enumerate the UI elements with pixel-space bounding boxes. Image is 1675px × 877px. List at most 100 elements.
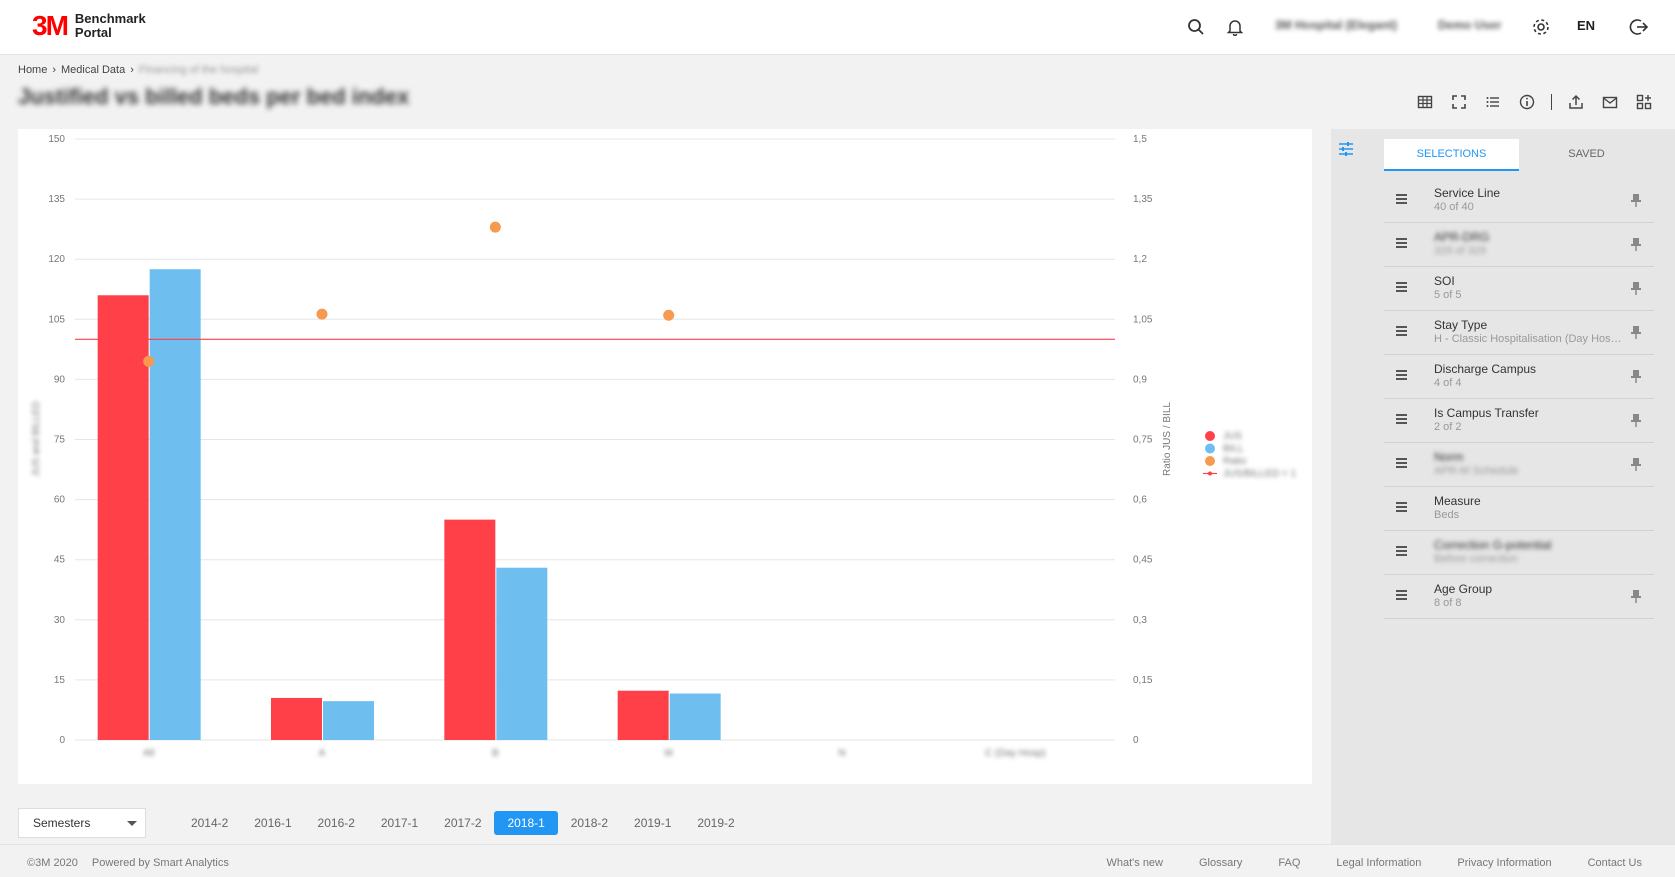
drag-handle-icon[interactable] xyxy=(1396,194,1408,206)
period-tab[interactable]: 2016-1 xyxy=(254,816,292,830)
drag-handle-icon[interactable] xyxy=(1396,282,1408,294)
granularity-dropdown[interactable]: Semesters xyxy=(18,808,146,838)
period-tab[interactable]: 2017-2 xyxy=(444,816,482,830)
pin-icon[interactable] xyxy=(1630,281,1642,300)
selection-item[interactable]: Is Campus Transfer 2 of 2 xyxy=(1384,399,1654,443)
tab-selections[interactable]: SELECTIONS xyxy=(1384,139,1519,171)
selection-name: Norm xyxy=(1434,450,1464,464)
y-left-tick-label: 15 xyxy=(54,675,66,686)
y-left-axis-label: JUS and BILLED xyxy=(31,401,42,477)
chevron-down-icon xyxy=(127,821,137,826)
pin-icon[interactable] xyxy=(1630,193,1642,212)
gear-icon[interactable] xyxy=(1530,16,1552,38)
table-view-icon[interactable] xyxy=(1415,92,1435,112)
selection-item[interactable]: Measure Beds xyxy=(1384,487,1654,531)
y-left-tick-label: 120 xyxy=(48,254,65,265)
dashboard-add-icon[interactable] xyxy=(1634,92,1654,112)
period-tab[interactable]: 2014-2 xyxy=(190,816,229,830)
period-tabs: 2014-2 2016-1 2016-2 2017-1 2017-2 2018-1 2018… xyxy=(178,811,748,835)
selection-name: Measure xyxy=(1434,494,1481,508)
logout-icon[interactable] xyxy=(1628,16,1650,38)
x-tick-label: M xyxy=(664,748,672,759)
period-tab[interactable]: 2018-2 xyxy=(570,816,609,830)
drag-handle-icon[interactable] xyxy=(1396,590,1408,602)
breadcrumb-home[interactable]: Home xyxy=(18,64,48,76)
drag-handle-icon[interactable] xyxy=(1396,238,1408,250)
period-tab[interactable]: 2017-1 xyxy=(380,816,419,830)
drag-handle-icon[interactable] xyxy=(1396,458,1408,470)
pin-icon[interactable] xyxy=(1630,325,1642,344)
pin-icon[interactable] xyxy=(1630,589,1642,608)
drag-handle-icon[interactable] xyxy=(1396,326,1408,338)
footer-link[interactable]: FAQ xyxy=(1278,857,1301,869)
logo[interactable]: 3M Benchmark Portal xyxy=(32,12,146,40)
legend-label: JUS xyxy=(1223,431,1242,442)
selection-item[interactable]: Norm APR-M Schedule xyxy=(1384,443,1654,487)
filter-sliders-icon[interactable] xyxy=(1338,141,1354,162)
selection-item[interactable]: APR-DRG 329 of 329 xyxy=(1384,223,1654,267)
mail-icon[interactable] xyxy=(1600,92,1620,112)
breadcrumb: Home › Medical Data › Financing of the h… xyxy=(18,64,259,76)
list-icon[interactable] xyxy=(1483,92,1503,112)
selection-value: H - Classic Hospitalisation (Day Hospita… xyxy=(1434,333,1624,345)
pin-icon[interactable] xyxy=(1630,413,1642,432)
y-right-tick-label: 0,15 xyxy=(1133,675,1153,686)
selection-item[interactable]: Correction G-potential Before correction xyxy=(1384,531,1654,575)
breadcrumb-current: Financing of the hospital xyxy=(138,64,259,76)
y-left-tick-label: 45 xyxy=(54,555,66,566)
info-icon[interactable] xyxy=(1517,92,1537,112)
logo-mark: 3M xyxy=(32,10,69,41)
hospital-selector[interactable]: 3M Hospital (Elegant) xyxy=(1275,18,1398,32)
footer-link[interactable]: Privacy Information xyxy=(1457,857,1552,869)
pin-icon[interactable] xyxy=(1630,369,1642,388)
period-tab[interactable]: 2016-2 xyxy=(317,816,355,830)
bar-bill xyxy=(149,269,201,740)
selection-name: Correction G-potential xyxy=(1434,538,1552,552)
selection-value: 5 of 5 xyxy=(1434,289,1462,301)
selection-item[interactable]: SOI 5 of 5 xyxy=(1384,267,1654,311)
y-left-tick-label: 75 xyxy=(54,435,66,446)
y-right-tick-label: 0,75 xyxy=(1133,435,1153,446)
pin-icon[interactable] xyxy=(1630,457,1642,476)
search-icon[interactable] xyxy=(1185,16,1207,38)
y-right-tick-label: 0,3 xyxy=(1133,615,1147,626)
period-tab[interactable]: 2019-1 xyxy=(634,816,672,830)
footer-link[interactable]: Glossary xyxy=(1199,857,1243,869)
period-tab[interactable]: 2018-1 xyxy=(494,811,558,835)
selection-name: Is Campus Transfer xyxy=(1434,406,1539,420)
breadcrumb-medical-data[interactable]: Medical Data xyxy=(61,64,126,76)
bar-jus xyxy=(617,690,669,740)
legend-marker xyxy=(1205,443,1215,454)
bar-bill xyxy=(496,567,548,740)
drag-handle-icon[interactable] xyxy=(1396,414,1408,426)
legend-marker xyxy=(1205,456,1215,466)
drag-handle-icon[interactable] xyxy=(1396,546,1408,558)
drag-handle-icon[interactable] xyxy=(1396,370,1408,382)
y-left-tick-label: 105 xyxy=(48,314,65,325)
y-left-tick-label: 90 xyxy=(54,374,66,385)
selection-name: APR-DRG xyxy=(1434,230,1490,244)
selection-item[interactable]: Age Group 8 of 8 xyxy=(1384,575,1654,619)
period-tab[interactable]: 2019-2 xyxy=(697,816,735,830)
user-menu[interactable]: Demo User xyxy=(1438,18,1502,32)
export-icon[interactable] xyxy=(1566,92,1586,112)
selection-value: 329 of 329 xyxy=(1434,245,1486,257)
selection-value: Beds xyxy=(1434,509,1460,521)
y-right-axis-label: Ratio JUS / BILL xyxy=(1162,402,1173,476)
pin-icon[interactable] xyxy=(1630,237,1642,256)
selection-item[interactable]: Discharge Campus 4 of 4 xyxy=(1384,355,1654,399)
bell-icon[interactable] xyxy=(1224,16,1246,38)
selection-item[interactable]: Service Line 40 of 40 xyxy=(1384,179,1654,223)
drag-handle-icon[interactable] xyxy=(1396,502,1408,514)
footer-link[interactable]: What's new xyxy=(1106,857,1163,869)
page-title: Justified vs billed beds per bed index xyxy=(18,84,410,109)
footer-link[interactable]: Legal Information xyxy=(1336,857,1422,869)
tab-saved[interactable]: SAVED xyxy=(1568,148,1605,160)
selection-item[interactable]: Stay Type H - Classic Hospitalisation (Da… xyxy=(1384,311,1654,355)
toolbar-divider xyxy=(1551,94,1552,110)
selection-value: 8 of 8 xyxy=(1434,597,1462,609)
fullscreen-icon[interactable] xyxy=(1449,92,1469,112)
language-selector[interactable]: EN xyxy=(1577,18,1596,33)
y-right-tick-label: 1,35 xyxy=(1133,194,1153,205)
footer-link[interactable]: Contact Us xyxy=(1587,857,1642,869)
